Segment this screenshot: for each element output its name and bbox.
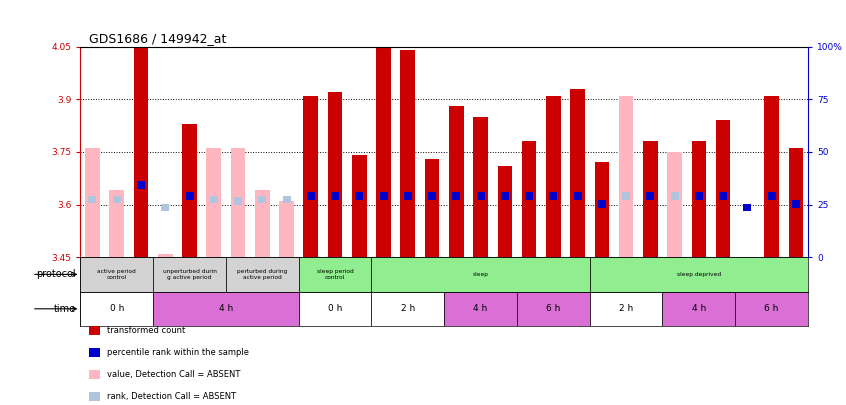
Bar [525, 192, 533, 200]
Bar [574, 192, 581, 200]
Bar [691, 141, 706, 257]
Text: 2 h: 2 h [401, 304, 415, 313]
Bar [283, 196, 290, 203]
Text: transformed count: transformed count [107, 326, 184, 335]
Text: active period
control: active period control [97, 269, 136, 280]
Bar [449, 106, 464, 257]
Bar [231, 148, 245, 257]
Text: percentile rank within the sample: percentile rank within the sample [107, 348, 249, 357]
Text: 2 h: 2 h [619, 304, 633, 313]
Bar [137, 181, 145, 189]
Bar [279, 201, 294, 257]
Bar [546, 96, 561, 257]
Bar [590, 257, 808, 292]
Text: rank, Detection Call = ABSENT: rank, Detection Call = ABSENT [107, 392, 236, 401]
Bar [767, 192, 776, 200]
Text: 4 h: 4 h [474, 304, 487, 313]
Text: 6 h: 6 h [547, 304, 560, 313]
Text: 0 h: 0 h [110, 304, 124, 313]
Bar [400, 50, 415, 257]
Bar [643, 141, 657, 257]
Bar [595, 162, 609, 257]
Bar [113, 196, 121, 203]
Bar [716, 120, 730, 257]
Bar [646, 192, 654, 200]
Bar [206, 148, 221, 257]
Bar [185, 192, 194, 200]
Bar [667, 152, 682, 257]
Bar [153, 257, 226, 292]
Bar [671, 192, 678, 200]
Bar [158, 254, 173, 257]
Bar [234, 197, 242, 205]
Bar [89, 196, 96, 203]
Bar [662, 292, 735, 326]
Text: 4 h: 4 h [692, 304, 706, 313]
Bar [182, 124, 197, 257]
Bar [134, 47, 148, 257]
Bar [299, 257, 371, 292]
Bar [371, 257, 590, 292]
Bar [299, 292, 371, 326]
Bar [549, 192, 558, 200]
Bar [304, 96, 318, 257]
Bar [522, 141, 536, 257]
Text: GDS1686 / 149942_at: GDS1686 / 149942_at [89, 32, 226, 45]
Text: protocol: protocol [36, 269, 76, 279]
Bar [162, 204, 169, 211]
Bar [501, 192, 508, 200]
Bar [153, 292, 299, 326]
Bar [695, 192, 703, 200]
Bar [226, 257, 299, 292]
Bar [618, 96, 634, 257]
Bar [255, 190, 270, 257]
Bar [719, 192, 727, 200]
Bar [376, 47, 391, 257]
Bar [744, 204, 751, 211]
Bar [788, 148, 803, 257]
Bar [380, 192, 387, 200]
Bar [598, 200, 606, 208]
Text: time: time [54, 304, 76, 314]
Bar [792, 200, 799, 208]
Text: 0 h: 0 h [328, 304, 342, 313]
Bar [453, 192, 460, 200]
Bar [517, 292, 590, 326]
Text: sleep period
control: sleep period control [316, 269, 354, 280]
Bar [473, 117, 488, 257]
Text: unperturbed durin
g active period: unperturbed durin g active period [162, 269, 217, 280]
Bar [622, 192, 630, 200]
Bar [570, 89, 585, 257]
Bar [371, 292, 444, 326]
Bar [85, 148, 100, 257]
Bar [355, 192, 363, 200]
Bar [590, 292, 662, 326]
Bar [80, 257, 153, 292]
Bar [444, 292, 517, 326]
Text: value, Detection Call = ABSENT: value, Detection Call = ABSENT [107, 370, 240, 379]
Text: 6 h: 6 h [765, 304, 778, 313]
Bar [428, 192, 436, 200]
Bar [80, 292, 153, 326]
Bar [352, 156, 366, 257]
Text: 4 h: 4 h [219, 304, 233, 313]
Text: perturbed during
active period: perturbed during active period [237, 269, 288, 280]
Bar [735, 292, 808, 326]
Bar [404, 192, 412, 200]
Bar [307, 192, 315, 200]
Text: sleep: sleep [473, 272, 488, 277]
Bar [258, 196, 266, 203]
Bar [497, 166, 512, 257]
Bar [210, 196, 217, 203]
Bar [109, 190, 124, 257]
Bar [425, 159, 439, 257]
Bar [476, 192, 485, 200]
Text: sleep deprived: sleep deprived [677, 272, 721, 277]
Bar [327, 92, 343, 257]
Bar [764, 96, 779, 257]
Bar [331, 192, 339, 200]
